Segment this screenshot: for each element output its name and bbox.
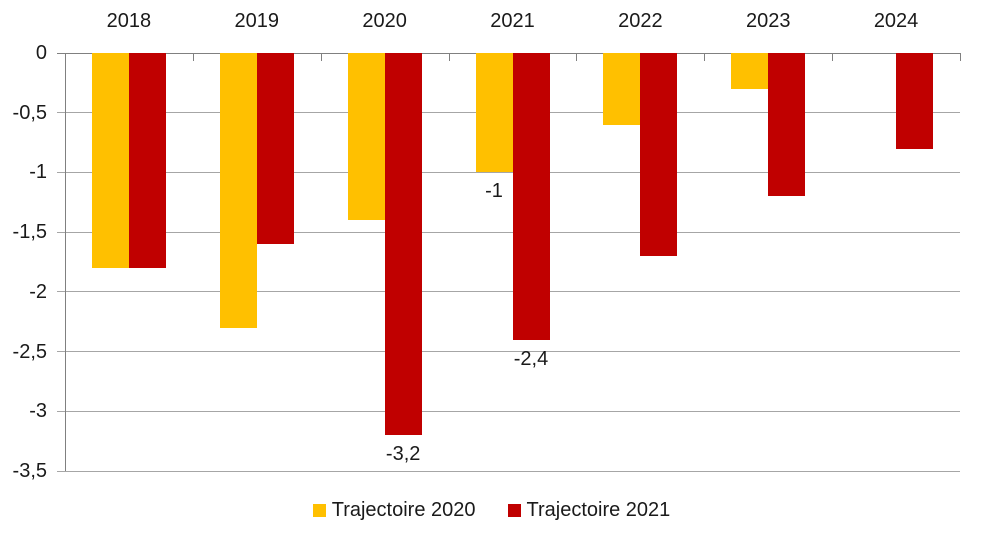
legend-label-trajectoire-2020: Trajectoire 2020 [331,499,476,521]
y-axis-line [65,53,66,471]
bar-trajectoire-2021-2018 [128,53,166,268]
bar-trajectoire-2020-2020 [347,53,385,221]
bar-trajectoire-2021-2024 [896,53,934,149]
y-axis-tick-label: -3,5 [12,460,47,482]
y-axis-tick-label: -2,5 [12,340,47,363]
y-axis-tick-label: 0 [35,42,47,64]
x-axis-category-tick [193,53,194,61]
bar-trajectoire-2020-2023 [731,53,769,89]
x-axis-category-label-2020: 2020 [362,10,407,32]
y-axis-tick-label: -3 [29,400,47,423]
x-axis-category-tick [704,53,705,61]
x-axis-category-label-2019: 2019 [234,10,280,32]
x-axis-category-label-2023: 2023 [745,10,791,32]
bar-trajectoire-2020-2019 [219,53,257,328]
gridline [57,410,960,412]
x-axis-category-label-2018: 2018 [106,10,152,32]
x-axis-category-label-2022: 2022 [618,10,663,32]
x-axis-category-tick [321,53,322,61]
data-label-trajectoire-2021-2020: -3,2 [385,443,421,466]
gridline [57,470,960,472]
bar-trajectoire-2020-2022 [603,53,641,125]
gridline [57,351,960,353]
bar-trajectoire-2020-2018 [91,53,129,268]
bar-trajectoire-2021-2020 [384,53,422,436]
data-label-trajectoire-2020-2021: -1 [485,180,503,203]
bar-trajectoire-2021-2022 [640,53,678,257]
x-axis-category-tick [65,53,66,61]
legend-item-trajectoire-2021: Trajectoire 2021 [507,498,671,522]
bar-trajectoire-2021-2021 [512,53,550,340]
gridline [57,231,960,233]
data-label-trajectoire-2021-2021: -2,4 [513,347,549,370]
y-axis-tick-label: -2 [29,280,47,303]
x-axis-category-tick [576,53,577,61]
x-axis-category-label-2021: 2021 [490,10,535,32]
legend-item-trajectoire-2020: Trajectoire 2020 [312,498,476,522]
x-axis-category-label-2024: 2024 [873,10,919,32]
legend-swatch-trajectoire-2020-icon [312,503,326,517]
bar-trajectoire-2020-2021 [475,53,513,173]
y-axis-tick-label: -0,5 [12,101,47,124]
gridline [57,171,960,173]
legend: Trajectoire 2020 Trajectoire 2021 [0,498,983,522]
x-axis-category-tick [449,53,450,61]
bar-trajectoire-2021-2023 [768,53,806,197]
legend-swatch-trajectoire-2021-icon [507,503,521,517]
x-axis-category-tick [832,53,833,61]
legend-label-trajectoire-2021: Trajectoire 2021 [526,499,671,521]
y-axis-tick-label: -1 [29,161,47,184]
x-axis-category-tick [960,53,961,61]
gridline [57,291,960,293]
y-axis-tick-label: -1,5 [12,221,47,244]
bar-trajectoire-2021-2019 [256,53,294,245]
